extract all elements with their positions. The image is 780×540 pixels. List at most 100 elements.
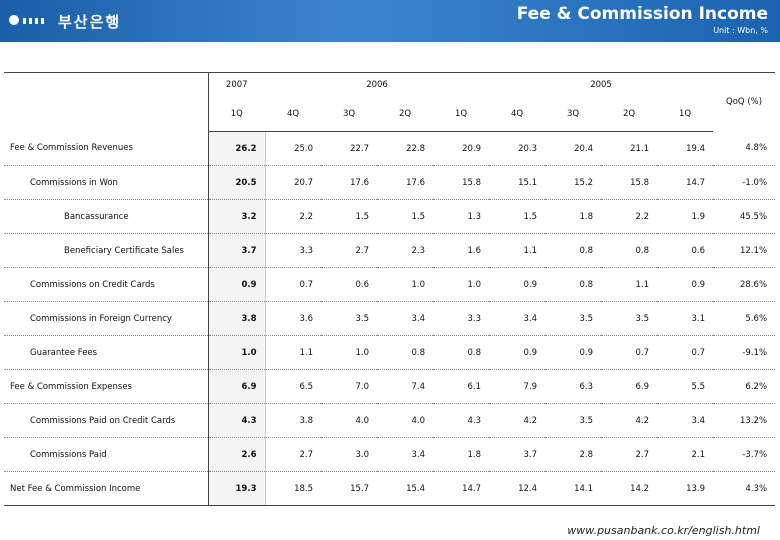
value-cell: 15.8	[601, 165, 658, 200]
value-cell: 2.7	[601, 437, 658, 472]
table-row: Bancassurance 3.2 2.2 1.5 1.5 1.3 1.5 1.8 2.2 1.9…	[4, 199, 776, 234]
value-cell: 1.0	[377, 267, 433, 302]
value-cell: 4.3	[208, 403, 266, 438]
quarter-header: 4Q	[489, 97, 546, 132]
value-cell: 6.9	[208, 369, 266, 404]
value-cell: 2.6	[208, 437, 266, 472]
quarter-header: 3Q	[321, 97, 377, 132]
value-cell: 20.4	[545, 131, 602, 166]
value-cell: -3.7%	[713, 437, 776, 472]
table-row: Fee & Commission Revenues 26.2 25.0 22.7 22.…	[4, 131, 776, 166]
logo-icon	[9, 15, 44, 25]
row-label: Fee & Commission Revenues	[4, 131, 209, 166]
quarter-header: 2Q	[601, 97, 658, 132]
value-cell: 1.1	[489, 233, 546, 268]
value-cell: 2.8	[545, 437, 602, 472]
table-row: Fee & Commission Expenses 6.9 6.5 7.0 7.4 6.1…	[4, 369, 776, 404]
value-cell: 3.8	[265, 403, 321, 438]
value-cell: 20.9	[433, 131, 490, 166]
quarter-header: 3Q	[545, 97, 602, 132]
value-cell: 2.3	[377, 233, 433, 268]
row-label: Fee & Commission Expenses	[4, 369, 209, 404]
value-cell: 19.4	[657, 131, 714, 166]
value-cell: 6.9	[601, 369, 658, 404]
page-title: Fee & Commission Income	[516, 4, 768, 24]
value-cell: 2.1	[657, 437, 714, 472]
value-cell: 15.8	[433, 165, 490, 200]
value-cell: 4.2	[601, 403, 658, 438]
value-cell: 3.0	[321, 437, 377, 472]
value-cell: 20.7	[265, 165, 321, 200]
value-cell: 1.5	[489, 199, 546, 234]
value-cell: 1.6	[433, 233, 490, 268]
table-row: Commissions on Credit Cards 0.9 0.7 0.6 1.0 1…	[4, 267, 776, 302]
value-cell: 7.4	[377, 369, 433, 404]
value-cell: 3.5	[545, 301, 602, 336]
quarter-header: 4Q	[265, 97, 321, 132]
change-header: QoQ (%)	[713, 72, 776, 132]
value-cell: 3.5	[601, 301, 658, 336]
quarter-header: 1Q	[208, 97, 265, 132]
value-cell: 21.1	[601, 131, 658, 166]
value-cell: 6.2%	[713, 369, 776, 404]
value-cell: 1.0	[321, 335, 377, 370]
value-cell: 28.6%	[713, 267, 776, 302]
value-cell: 1.5	[377, 199, 433, 234]
value-cell: 3.4	[377, 437, 433, 472]
value-cell: 15.1	[489, 165, 546, 200]
value-cell: 14.7	[433, 471, 490, 506]
value-cell: 13.9	[657, 471, 714, 506]
value-cell: 19.3	[208, 471, 266, 506]
value-cell: 0.8	[377, 335, 433, 370]
row-label: Commissions in Won	[4, 165, 209, 200]
value-cell: 4.0	[377, 403, 433, 438]
quarter-header: 2Q	[377, 97, 433, 132]
header-bar: 부산은행 Fee & Commission Income Unit : Wbn,…	[0, 0, 780, 42]
value-cell: 4.3%	[713, 471, 776, 506]
value-cell: 3.2	[208, 199, 266, 234]
value-cell: 2.7	[265, 437, 321, 472]
value-cell: 4.2	[489, 403, 546, 438]
value-cell: 15.2	[545, 165, 602, 200]
value-cell: 25.0	[265, 131, 321, 166]
value-cell: 12.1%	[713, 233, 776, 268]
value-cell: 1.8	[433, 437, 490, 472]
value-cell: 3.6	[265, 301, 321, 336]
value-cell: 3.3	[265, 233, 321, 268]
row-label: Commissions on Credit Cards	[4, 267, 209, 302]
value-cell: 6.3	[545, 369, 602, 404]
footer-url: www.pusanbank.co.kr/english.html	[567, 524, 760, 537]
row-label: Bancassurance	[4, 199, 209, 234]
value-cell: 12.4	[489, 471, 546, 506]
value-cell: 6.1	[433, 369, 490, 404]
value-cell: 15.4	[377, 471, 433, 506]
value-cell: 17.6	[321, 165, 377, 200]
value-cell: 4.8%	[713, 131, 776, 166]
table-row: Commissions Paid on Credit Cards 4.3 3.8 4.…	[4, 403, 776, 438]
value-cell: 1.8	[545, 199, 602, 234]
value-cell: 18.5	[265, 471, 321, 506]
value-cell: 3.3	[433, 301, 490, 336]
value-cell: 3.1	[657, 301, 714, 336]
row-label: Beneficiary Certificate Sales	[4, 233, 209, 268]
value-cell: 7.0	[321, 369, 377, 404]
value-cell: -1.0%	[713, 165, 776, 200]
value-cell: 1.3	[433, 199, 490, 234]
value-cell: 22.8	[377, 131, 433, 166]
value-cell: 15.7	[321, 471, 377, 506]
year-header: 2006	[265, 72, 490, 97]
row-label: Commissions Paid	[4, 437, 209, 472]
value-cell: 3.7	[208, 233, 266, 268]
table-row: Guarantee Fees 1.0 1.1 1.0 0.8 0.8 0.9 0.9 0.7 0.…	[4, 335, 776, 370]
value-cell: 2.2	[601, 199, 658, 234]
value-cell: 0.7	[265, 267, 321, 302]
value-cell: 2.7	[321, 233, 377, 268]
value-cell: 0.8	[601, 233, 658, 268]
table-row: Net Fee & Commission Income 19.3 18.5 15.7 1…	[4, 471, 776, 506]
table-row: Commissions Paid 2.6 2.7 3.0 3.4 1.8 3.7 2.8 2.7…	[4, 437, 776, 472]
value-cell: 4.0	[321, 403, 377, 438]
value-cell: 3.4	[657, 403, 714, 438]
value-cell: 6.5	[265, 369, 321, 404]
value-cell: 22.7	[321, 131, 377, 166]
